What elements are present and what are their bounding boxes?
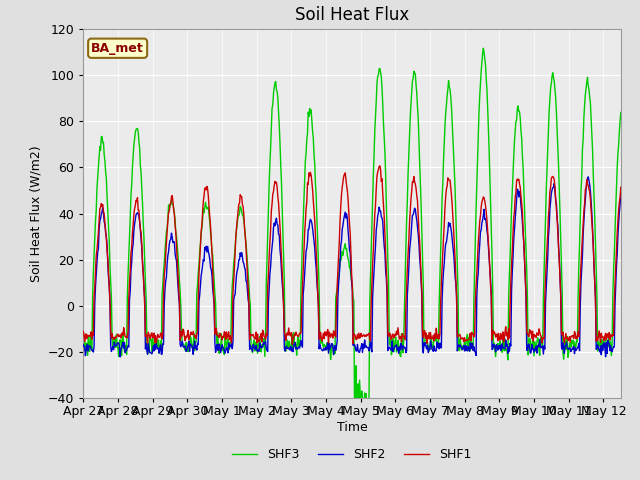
SHF1 xyxy=(155,334,163,339)
SHF2 xyxy=(330,351,337,357)
SHF1 xyxy=(467,330,474,336)
Line: SHF2: SHF2 xyxy=(83,177,621,357)
SHF2 xyxy=(479,217,486,223)
SHF2 xyxy=(81,353,89,359)
SHF3 xyxy=(466,335,474,340)
SHF2 xyxy=(79,342,87,348)
SHF2 xyxy=(466,348,474,354)
SHF1 xyxy=(79,328,87,334)
SHF3 xyxy=(617,109,625,115)
SHF2 xyxy=(310,231,317,237)
X-axis label: Time: Time xyxy=(337,421,367,434)
SHF2 xyxy=(617,193,625,199)
Line: SHF3: SHF3 xyxy=(83,48,621,419)
SHF3 xyxy=(329,342,337,348)
SHF3 xyxy=(81,340,89,346)
SHF2 xyxy=(584,174,592,180)
Title: Soil Heat Flux: Soil Heat Flux xyxy=(295,6,409,24)
SHF1 xyxy=(289,341,296,347)
Legend: SHF3, SHF2, SHF1: SHF3, SHF2, SHF1 xyxy=(227,443,477,466)
Y-axis label: Soil Heat Flux (W/m2): Soil Heat Flux (W/m2) xyxy=(29,145,42,282)
Text: BA_met: BA_met xyxy=(92,42,144,55)
SHF1 xyxy=(81,333,89,339)
SHF3 xyxy=(308,128,316,134)
SHF2 xyxy=(156,350,163,356)
SHF3 xyxy=(351,416,359,421)
SHF3 xyxy=(479,51,486,57)
SHF1 xyxy=(479,194,487,200)
SHF3 xyxy=(79,350,87,356)
Line: SHF1: SHF1 xyxy=(83,166,621,344)
SHF1 xyxy=(376,163,384,168)
SHF1 xyxy=(310,198,317,204)
SHF1 xyxy=(617,184,625,190)
SHF3 xyxy=(479,45,487,51)
SHF2 xyxy=(116,354,124,360)
SHF1 xyxy=(330,328,337,334)
SHF3 xyxy=(155,337,163,343)
